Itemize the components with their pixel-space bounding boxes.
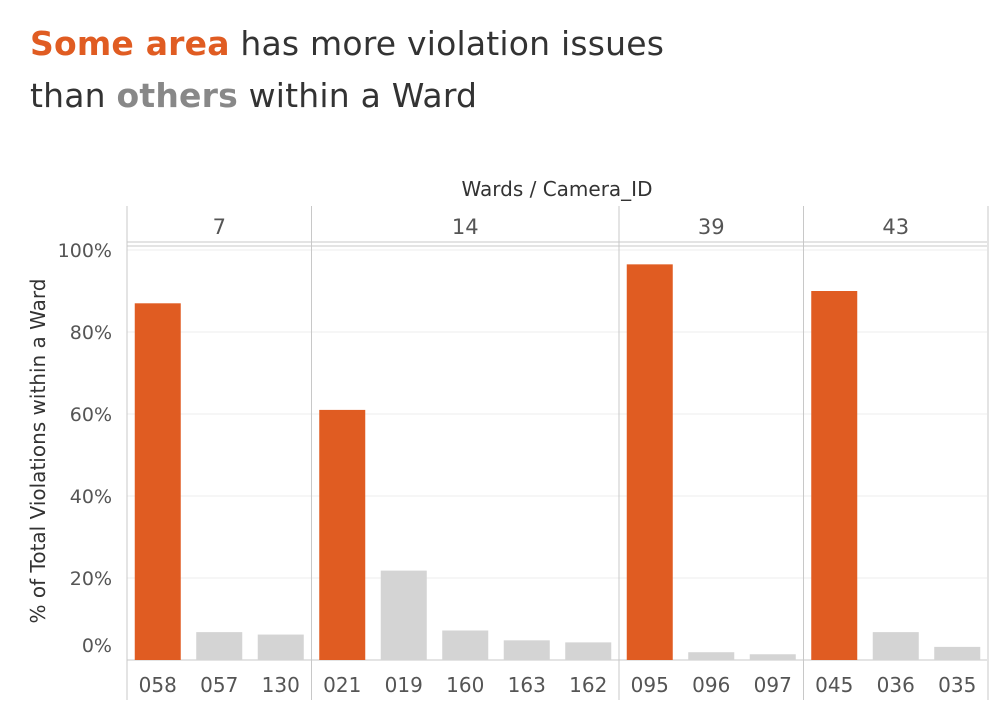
title-line2-prefix: than (30, 76, 117, 115)
bar-7-057 (196, 632, 243, 660)
y-tick-label: 80% (70, 322, 112, 344)
y-tick-label: 20% (70, 568, 112, 590)
title-highlight-others: others (116, 76, 238, 115)
camera-id-label: 036 (877, 673, 915, 697)
camera-id-label: 163 (508, 673, 546, 697)
camera-id-label: 021 (323, 673, 361, 697)
title-highlight-some-area: Some area (30, 24, 230, 63)
bar-43-036 (872, 632, 919, 660)
ward-header-43: 43 (882, 215, 909, 239)
bar-14-160 (442, 630, 489, 660)
bar-14-162 (565, 642, 612, 660)
camera-id-label: 097 (754, 673, 792, 697)
bar-39-096 (688, 652, 735, 660)
ward-header-7: 7 (213, 215, 226, 239)
bar-43-045 (811, 291, 858, 660)
camera-id-label: 058 (139, 673, 177, 697)
bar-39-095 (626, 264, 673, 660)
title-line1-rest: has more violation issues (229, 24, 665, 63)
camera-id-label: 162 (569, 673, 607, 697)
y-tick-label: 40% (70, 486, 112, 508)
y-tick-label: 0% (82, 635, 112, 657)
camera-id-label: 095 (631, 673, 669, 697)
ward-header-39: 39 (698, 215, 725, 239)
camera-id-label: 045 (815, 673, 853, 697)
bar-39-097 (749, 654, 796, 660)
camera-id-label: 035 (938, 673, 976, 697)
bar-14-163 (503, 640, 550, 660)
bars (134, 264, 981, 660)
camera-id-label: 130 (262, 673, 300, 697)
title-line2-rest: within a Ward (237, 76, 478, 115)
gridlines (127, 249, 987, 661)
chart-title: Some area has more violation issues than… (30, 18, 970, 122)
bar-7-130 (257, 634, 304, 660)
chart-frame (126, 206, 989, 700)
ward-header-14: 14 (452, 215, 479, 239)
y-tick-label: 60% (70, 404, 112, 426)
column-header-label: Wards / Camera_ID (462, 177, 653, 201)
y-axis-title: % of Total Violations within a Ward (26, 279, 50, 624)
bar-43-035 (934, 646, 981, 660)
labels: 0% 20% 40% 60% 80% 100% 058 057 130 7 021 019 160 163… (58, 215, 977, 697)
camera-id-label: 160 (446, 673, 484, 697)
bar-14-019 (380, 570, 427, 660)
y-tick-label: 100% (58, 240, 112, 262)
camera-id-label: 019 (385, 673, 423, 697)
bar-14-021 (319, 409, 366, 660)
camera-id-label: 057 (200, 673, 238, 697)
bar-7-058 (134, 303, 181, 660)
camera-id-label: 096 (692, 673, 730, 697)
